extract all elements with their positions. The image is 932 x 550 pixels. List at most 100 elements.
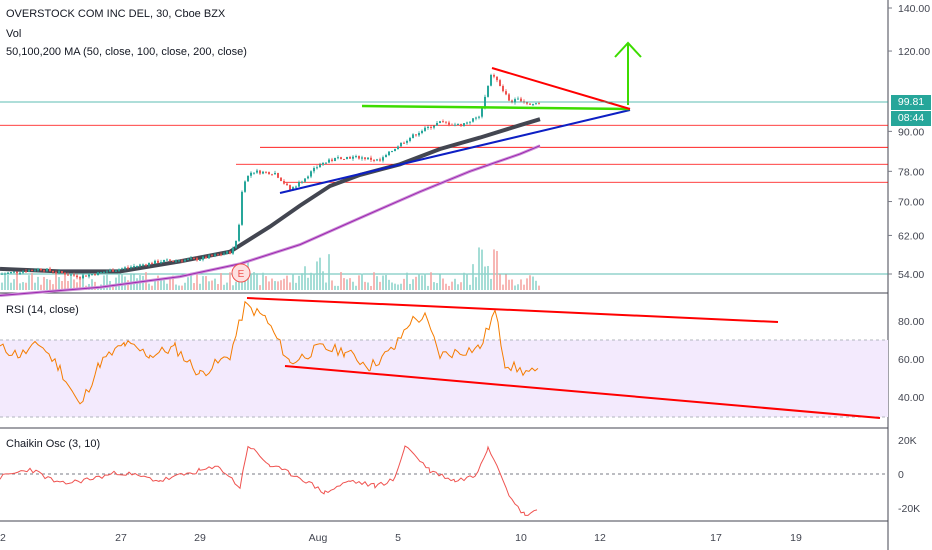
volume-bar <box>355 285 357 290</box>
volume-bar <box>424 273 426 290</box>
price-tick-label: 70.00 <box>898 197 924 209</box>
volume-bar <box>295 282 297 290</box>
candle-body <box>274 173 276 175</box>
candle-body <box>148 262 150 266</box>
volume-bar <box>16 272 18 290</box>
target-arrow-icon[interactable] <box>614 41 642 105</box>
volume-bar <box>400 283 402 290</box>
volume-bar <box>532 276 534 290</box>
candle-body <box>202 256 204 260</box>
candle-body <box>364 157 366 160</box>
time-axis[interactable]: 22 27 29 Aug 5 10 12 17 19 <box>0 532 802 544</box>
volume-bar <box>79 276 81 290</box>
volume-bar <box>49 279 51 290</box>
candle-body <box>406 140 408 143</box>
rsi-tick-label: 40.00 <box>898 392 924 404</box>
volume-bar <box>403 278 405 290</box>
rsi-trendline-lower[interactable] <box>284 365 881 419</box>
price-tick-label: 78.00 <box>898 166 924 178</box>
volume-bar <box>103 275 105 290</box>
candle-body <box>112 270 114 272</box>
volume-bar <box>118 273 120 290</box>
volume-bar <box>46 279 48 290</box>
volume-bar <box>31 273 33 290</box>
volume-bar <box>328 254 330 290</box>
volume-bar <box>289 282 291 290</box>
candle-body <box>268 172 270 175</box>
volume-bar <box>94 281 96 290</box>
candle-body <box>85 275 87 277</box>
candle-body <box>271 174 273 176</box>
volume-bar <box>43 276 45 290</box>
candle-body <box>241 191 243 225</box>
rsi-tick-label: 60.00 <box>898 354 924 366</box>
candle-body <box>421 130 423 134</box>
candle-body <box>331 159 333 161</box>
volume-bar <box>442 278 444 290</box>
volume-bar <box>448 285 450 290</box>
volume-bar <box>55 272 57 290</box>
candle-body <box>1 273 3 275</box>
volume-bar <box>535 280 537 290</box>
candle-body <box>121 268 123 270</box>
volume-bar <box>418 273 420 290</box>
time-tick-label: 22 <box>0 532 6 544</box>
candle-body <box>283 180 285 184</box>
candle-body <box>193 258 195 260</box>
volume-bar <box>397 284 399 290</box>
candle-body <box>256 170 258 173</box>
volume-bar <box>307 277 309 290</box>
volume-bar <box>508 279 510 290</box>
candle-body <box>493 74 495 77</box>
volume-bar <box>4 273 6 290</box>
volume-bar <box>358 275 360 290</box>
volume-bar <box>484 266 486 290</box>
candle-body <box>499 80 501 86</box>
trendline-green[interactable] <box>361 104 631 111</box>
candle-body <box>37 268 39 271</box>
volume-bar <box>136 278 138 290</box>
candle-body <box>136 265 138 267</box>
volume-bar <box>337 285 339 290</box>
rsi-tick-label: 80.00 <box>898 316 924 328</box>
chaikin-label: Chaikin Osc (3, 10) <box>6 438 101 450</box>
candle-body <box>34 270 36 272</box>
volume-bar <box>412 279 414 290</box>
volume-bar <box>334 285 336 290</box>
volume-bar <box>19 283 21 290</box>
rsi-trendline-upper[interactable] <box>246 297 779 323</box>
candle-body <box>7 272 9 274</box>
candle-body <box>373 159 375 161</box>
candle-body <box>91 274 93 276</box>
volume-bar <box>331 280 333 290</box>
volume-bar <box>385 274 387 290</box>
candle-body <box>259 170 261 174</box>
candle-body <box>349 156 351 159</box>
candle-body <box>232 247 234 254</box>
earnings-marker-icon[interactable]: E <box>231 263 251 283</box>
volume-bar <box>343 278 345 290</box>
candle-body <box>103 272 105 274</box>
volume-bar <box>67 280 69 290</box>
time-tick-label: 27 <box>115 532 127 544</box>
volume-bar <box>37 276 39 290</box>
candle-body <box>496 76 498 81</box>
volume-bar <box>274 281 276 290</box>
price-tick-label: 140.00 <box>898 3 930 15</box>
candle-body <box>196 258 198 261</box>
trendline-red-top[interactable] <box>491 67 631 110</box>
candle-body <box>178 260 180 262</box>
price-axis[interactable]: 140.00 120.00 90.00 78.00 70.00 62.00 54.00 <box>888 3 930 281</box>
candle-body <box>46 268 48 272</box>
candle-body <box>208 255 210 259</box>
trendline-blue[interactable] <box>279 109 631 194</box>
volume-bar <box>205 276 207 290</box>
horizontal-levels[interactable] <box>0 124 888 275</box>
candle-body <box>325 162 327 164</box>
volume-bar <box>7 275 9 290</box>
candle-body <box>478 116 480 118</box>
time-tick-label: 10 <box>515 532 527 544</box>
candle-body <box>403 142 405 144</box>
volume-bar <box>34 282 36 290</box>
